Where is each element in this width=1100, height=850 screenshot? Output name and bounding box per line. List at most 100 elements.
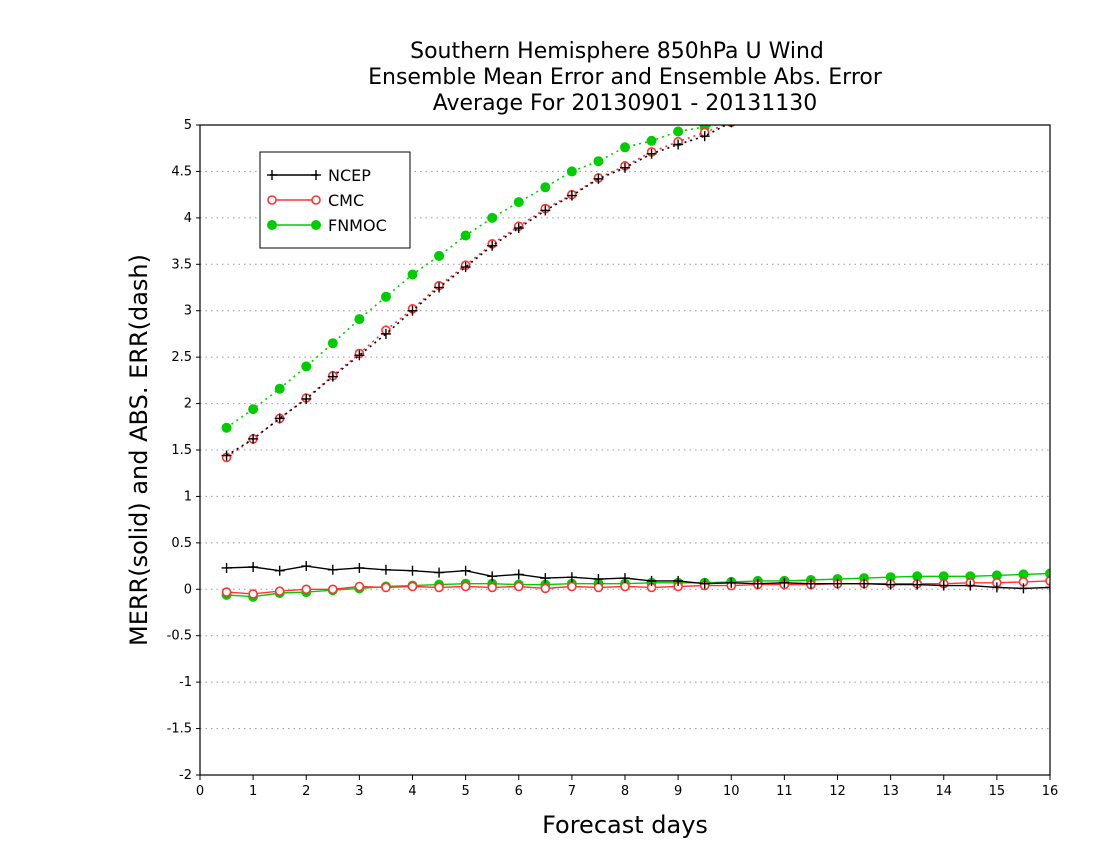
x-axis-label: Forecast days bbox=[542, 811, 708, 839]
x-tick-label: 13 bbox=[882, 784, 899, 799]
data-point-ncep bbox=[354, 562, 365, 573]
data-point-ncep bbox=[248, 433, 259, 444]
x-tick-label: 0 bbox=[196, 784, 204, 799]
x-tick-label: 8 bbox=[621, 784, 629, 799]
data-point-fnmoc bbox=[327, 338, 338, 349]
x-tick-label: 9 bbox=[674, 784, 682, 799]
data-point-cmc bbox=[221, 587, 232, 597]
x-tick-label: 11 bbox=[776, 784, 793, 799]
data-point-fnmoc bbox=[620, 142, 630, 153]
data-point-cmc bbox=[354, 581, 365, 592]
data-point-ncep bbox=[354, 350, 365, 361]
data-point-ncep bbox=[912, 579, 923, 590]
data-point-fnmoc bbox=[434, 250, 445, 261]
chart-title-line-3: Average For 20130901 - 20131130 bbox=[433, 91, 818, 116]
data-point-cmc bbox=[513, 581, 524, 592]
data-point-ncep bbox=[752, 578, 763, 589]
data-point-cmc bbox=[593, 582, 604, 593]
data-point-fnmoc bbox=[1045, 568, 1050, 579]
data-point-ncep bbox=[726, 577, 737, 588]
series-line-ncep-mean-error bbox=[226, 565, 1050, 590]
data-point-fnmoc bbox=[593, 156, 604, 167]
data-point-ncep bbox=[327, 564, 338, 575]
data-point-ncep bbox=[646, 148, 657, 159]
chart-title-line-1: Southern Hemisphere 850hPa U Wind bbox=[410, 39, 824, 64]
y-axis-label: MERR(solid) and ABS. ERR(dash) bbox=[125, 254, 153, 646]
y-tick-label: -1.5 bbox=[167, 722, 192, 737]
axes: 54.543.532.521.510.50-0.5-1-1.5-20 1 2 3 4 5 6… bbox=[167, 118, 1059, 799]
data-point-fnmoc bbox=[460, 230, 471, 241]
data-point-fnmoc bbox=[354, 314, 365, 325]
data-point-cmc bbox=[620, 581, 630, 592]
data-point-fnmoc bbox=[407, 269, 418, 280]
data-point-ncep bbox=[221, 562, 232, 573]
data-point-cmc bbox=[567, 581, 577, 592]
data-point-ncep bbox=[805, 578, 816, 589]
data-point-fnmoc bbox=[646, 135, 657, 146]
data-point-ncep bbox=[513, 569, 524, 580]
data-point-cmc bbox=[328, 584, 338, 595]
data-point-ncep bbox=[646, 575, 657, 586]
data-point-ncep bbox=[434, 282, 445, 293]
y-tick-label: 5 bbox=[184, 118, 192, 133]
data-point-fnmoc bbox=[673, 126, 684, 137]
chart-title: Southern Hemisphere 850hPa U Wind Ensemb… bbox=[368, 39, 883, 116]
data-point-ncep bbox=[540, 205, 551, 216]
data-point-ncep bbox=[407, 305, 418, 316]
x-tick-label: 7 bbox=[568, 784, 576, 799]
data-point-cmc bbox=[248, 589, 258, 599]
y-tick-label: -2 bbox=[179, 768, 192, 783]
data-point-fnmoc bbox=[513, 197, 524, 208]
data-point-fnmoc bbox=[221, 422, 232, 433]
data-point-ncep bbox=[221, 450, 232, 461]
data-point-ncep bbox=[1045, 582, 1050, 593]
y-tick-label: -1 bbox=[179, 675, 192, 690]
data-point-ncep bbox=[460, 565, 471, 576]
data-point-ncep bbox=[859, 578, 870, 589]
data-point-ncep bbox=[540, 573, 551, 584]
gridlines bbox=[200, 124, 1050, 776]
data-point-fnmoc bbox=[274, 383, 285, 394]
data-point-ncep bbox=[699, 578, 710, 589]
data-point-fnmoc bbox=[487, 212, 498, 223]
data-point-ncep bbox=[274, 413, 285, 424]
data-point-ncep bbox=[938, 580, 949, 591]
data-point-cmc bbox=[460, 581, 471, 592]
legend-marker-fnmoc bbox=[311, 220, 321, 230]
legend-marker-cmc bbox=[311, 195, 321, 205]
data-point-ncep bbox=[593, 173, 604, 184]
x-tick-label: 15 bbox=[989, 784, 1006, 799]
y-tick-label: 1 bbox=[184, 489, 192, 504]
y-tick-label: 2 bbox=[184, 397, 192, 412]
x-tick-label: 4 bbox=[408, 784, 416, 799]
legend-marker-cmc bbox=[267, 195, 277, 205]
chart-title-line-2: Ensemble Mean Error and Ensemble Abs. Er… bbox=[368, 65, 883, 90]
legend-label-fnmoc: FNMOC bbox=[328, 216, 387, 235]
data-point-ncep bbox=[593, 574, 604, 585]
data-point-ncep bbox=[248, 562, 259, 572]
data-point-cmc bbox=[407, 581, 418, 592]
data-point-cmc bbox=[301, 584, 312, 595]
data-point-ncep bbox=[513, 223, 524, 234]
x-tick-label: 14 bbox=[935, 784, 952, 799]
data-point-ncep bbox=[434, 567, 445, 578]
data-point-ncep bbox=[673, 575, 684, 586]
data-point-ncep bbox=[327, 371, 338, 382]
legend-marker-fnmoc bbox=[267, 220, 277, 230]
y-tick-label: -0.5 bbox=[167, 629, 192, 644]
data-point-ncep bbox=[380, 328, 391, 339]
series-layer bbox=[221, 125, 1050, 602]
data-point-cmc bbox=[540, 583, 551, 594]
data-point-fnmoc bbox=[566, 166, 577, 177]
x-tick-label: 12 bbox=[829, 784, 846, 799]
data-point-ncep bbox=[407, 565, 418, 576]
x-tick-label: 1 bbox=[249, 784, 257, 799]
y-tick-label: 2.5 bbox=[171, 350, 192, 365]
data-point-ncep bbox=[301, 561, 312, 572]
data-point-ncep bbox=[380, 564, 391, 575]
x-tick-label: 6 bbox=[515, 784, 523, 799]
data-point-ncep bbox=[487, 240, 498, 251]
data-point-cmc bbox=[381, 582, 391, 593]
data-point-ncep bbox=[620, 573, 630, 584]
